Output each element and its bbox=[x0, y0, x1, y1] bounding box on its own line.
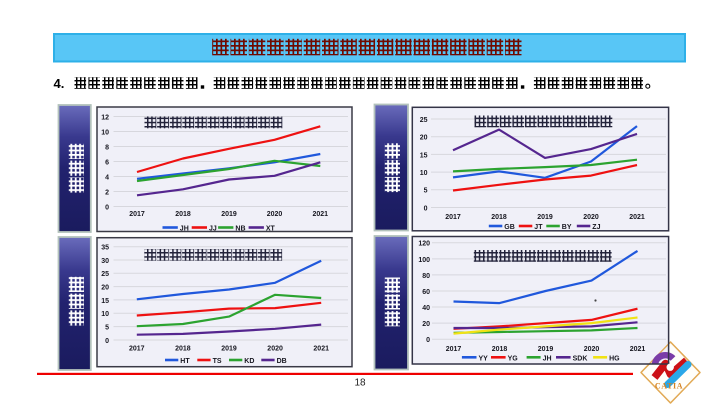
svg-text:4: 4 bbox=[105, 174, 109, 181]
svg-text:2017: 2017 bbox=[446, 346, 462, 353]
svg-text:2017: 2017 bbox=[129, 211, 145, 218]
svg-text:0: 0 bbox=[105, 338, 109, 345]
svg-text:20: 20 bbox=[422, 321, 430, 328]
svg-text:BY: BY bbox=[562, 224, 572, 231]
svg-text:2018: 2018 bbox=[491, 214, 507, 221]
svg-text:20: 20 bbox=[420, 135, 428, 142]
svg-text:YG: YG bbox=[508, 355, 519, 362]
svg-text:10: 10 bbox=[420, 170, 428, 177]
svg-text:JH: JH bbox=[180, 226, 189, 233]
svg-text:YY: YY bbox=[479, 355, 489, 362]
svg-text:2021: 2021 bbox=[629, 214, 645, 221]
svg-text:8: 8 bbox=[105, 144, 109, 151]
svg-text:2019: 2019 bbox=[221, 211, 237, 218]
svg-text:40: 40 bbox=[422, 305, 430, 312]
svg-text:JH: JH bbox=[543, 355, 552, 362]
svg-text:JJ: JJ bbox=[209, 226, 217, 233]
svg-text:100: 100 bbox=[418, 257, 430, 264]
svg-text:SDK: SDK bbox=[573, 355, 588, 362]
svg-text:25: 25 bbox=[101, 271, 109, 278]
svg-text:25: 25 bbox=[420, 117, 428, 124]
svg-text:10: 10 bbox=[101, 129, 109, 136]
svg-text:30: 30 bbox=[101, 258, 109, 265]
svg-text:JT: JT bbox=[534, 224, 543, 231]
svg-text:2018: 2018 bbox=[175, 211, 191, 218]
svg-text:2021: 2021 bbox=[313, 211, 329, 218]
svg-text:20: 20 bbox=[101, 285, 109, 292]
svg-text:2020: 2020 bbox=[583, 214, 599, 221]
svg-text:2019: 2019 bbox=[537, 214, 553, 221]
svg-text:2019: 2019 bbox=[538, 346, 554, 353]
svg-text:12: 12 bbox=[101, 114, 109, 121]
svg-text:10: 10 bbox=[101, 311, 109, 318]
svg-text:0: 0 bbox=[426, 337, 430, 344]
svg-text:18: 18 bbox=[354, 378, 366, 389]
svg-text:35: 35 bbox=[101, 245, 109, 252]
svg-text:HT: HT bbox=[180, 358, 190, 365]
svg-text:ZJ: ZJ bbox=[592, 224, 600, 231]
svg-text:2019: 2019 bbox=[221, 346, 237, 353]
svg-text:2017: 2017 bbox=[129, 346, 145, 353]
svg-text:15: 15 bbox=[420, 152, 428, 159]
svg-text:2020: 2020 bbox=[267, 346, 283, 353]
svg-text:5: 5 bbox=[424, 188, 428, 195]
svg-text:60: 60 bbox=[422, 289, 430, 296]
svg-text:HG: HG bbox=[609, 355, 620, 362]
svg-text:4.: 4. bbox=[54, 76, 65, 91]
svg-text:0: 0 bbox=[105, 204, 109, 211]
svg-text:DB: DB bbox=[277, 358, 287, 365]
svg-text:CATIA: CATIA bbox=[655, 382, 683, 391]
svg-text:NB: NB bbox=[235, 226, 245, 233]
svg-text:120: 120 bbox=[418, 241, 430, 248]
svg-text:2018: 2018 bbox=[175, 346, 191, 353]
svg-text:2020: 2020 bbox=[584, 346, 600, 353]
svg-text:2020: 2020 bbox=[267, 211, 283, 218]
svg-text:5: 5 bbox=[105, 325, 109, 332]
svg-text:XT: XT bbox=[266, 226, 276, 233]
svg-text:0: 0 bbox=[424, 205, 428, 212]
svg-text:KD: KD bbox=[244, 358, 254, 365]
svg-text:2018: 2018 bbox=[492, 346, 508, 353]
svg-text:2021: 2021 bbox=[630, 346, 646, 353]
svg-text:15: 15 bbox=[101, 298, 109, 305]
svg-text:GB: GB bbox=[504, 224, 515, 231]
svg-text:2017: 2017 bbox=[445, 214, 461, 221]
svg-text:6: 6 bbox=[105, 159, 109, 166]
svg-text:TS: TS bbox=[213, 358, 222, 365]
svg-text:2: 2 bbox=[105, 189, 109, 196]
svg-text:2021: 2021 bbox=[313, 346, 329, 353]
svg-text:80: 80 bbox=[422, 273, 430, 280]
